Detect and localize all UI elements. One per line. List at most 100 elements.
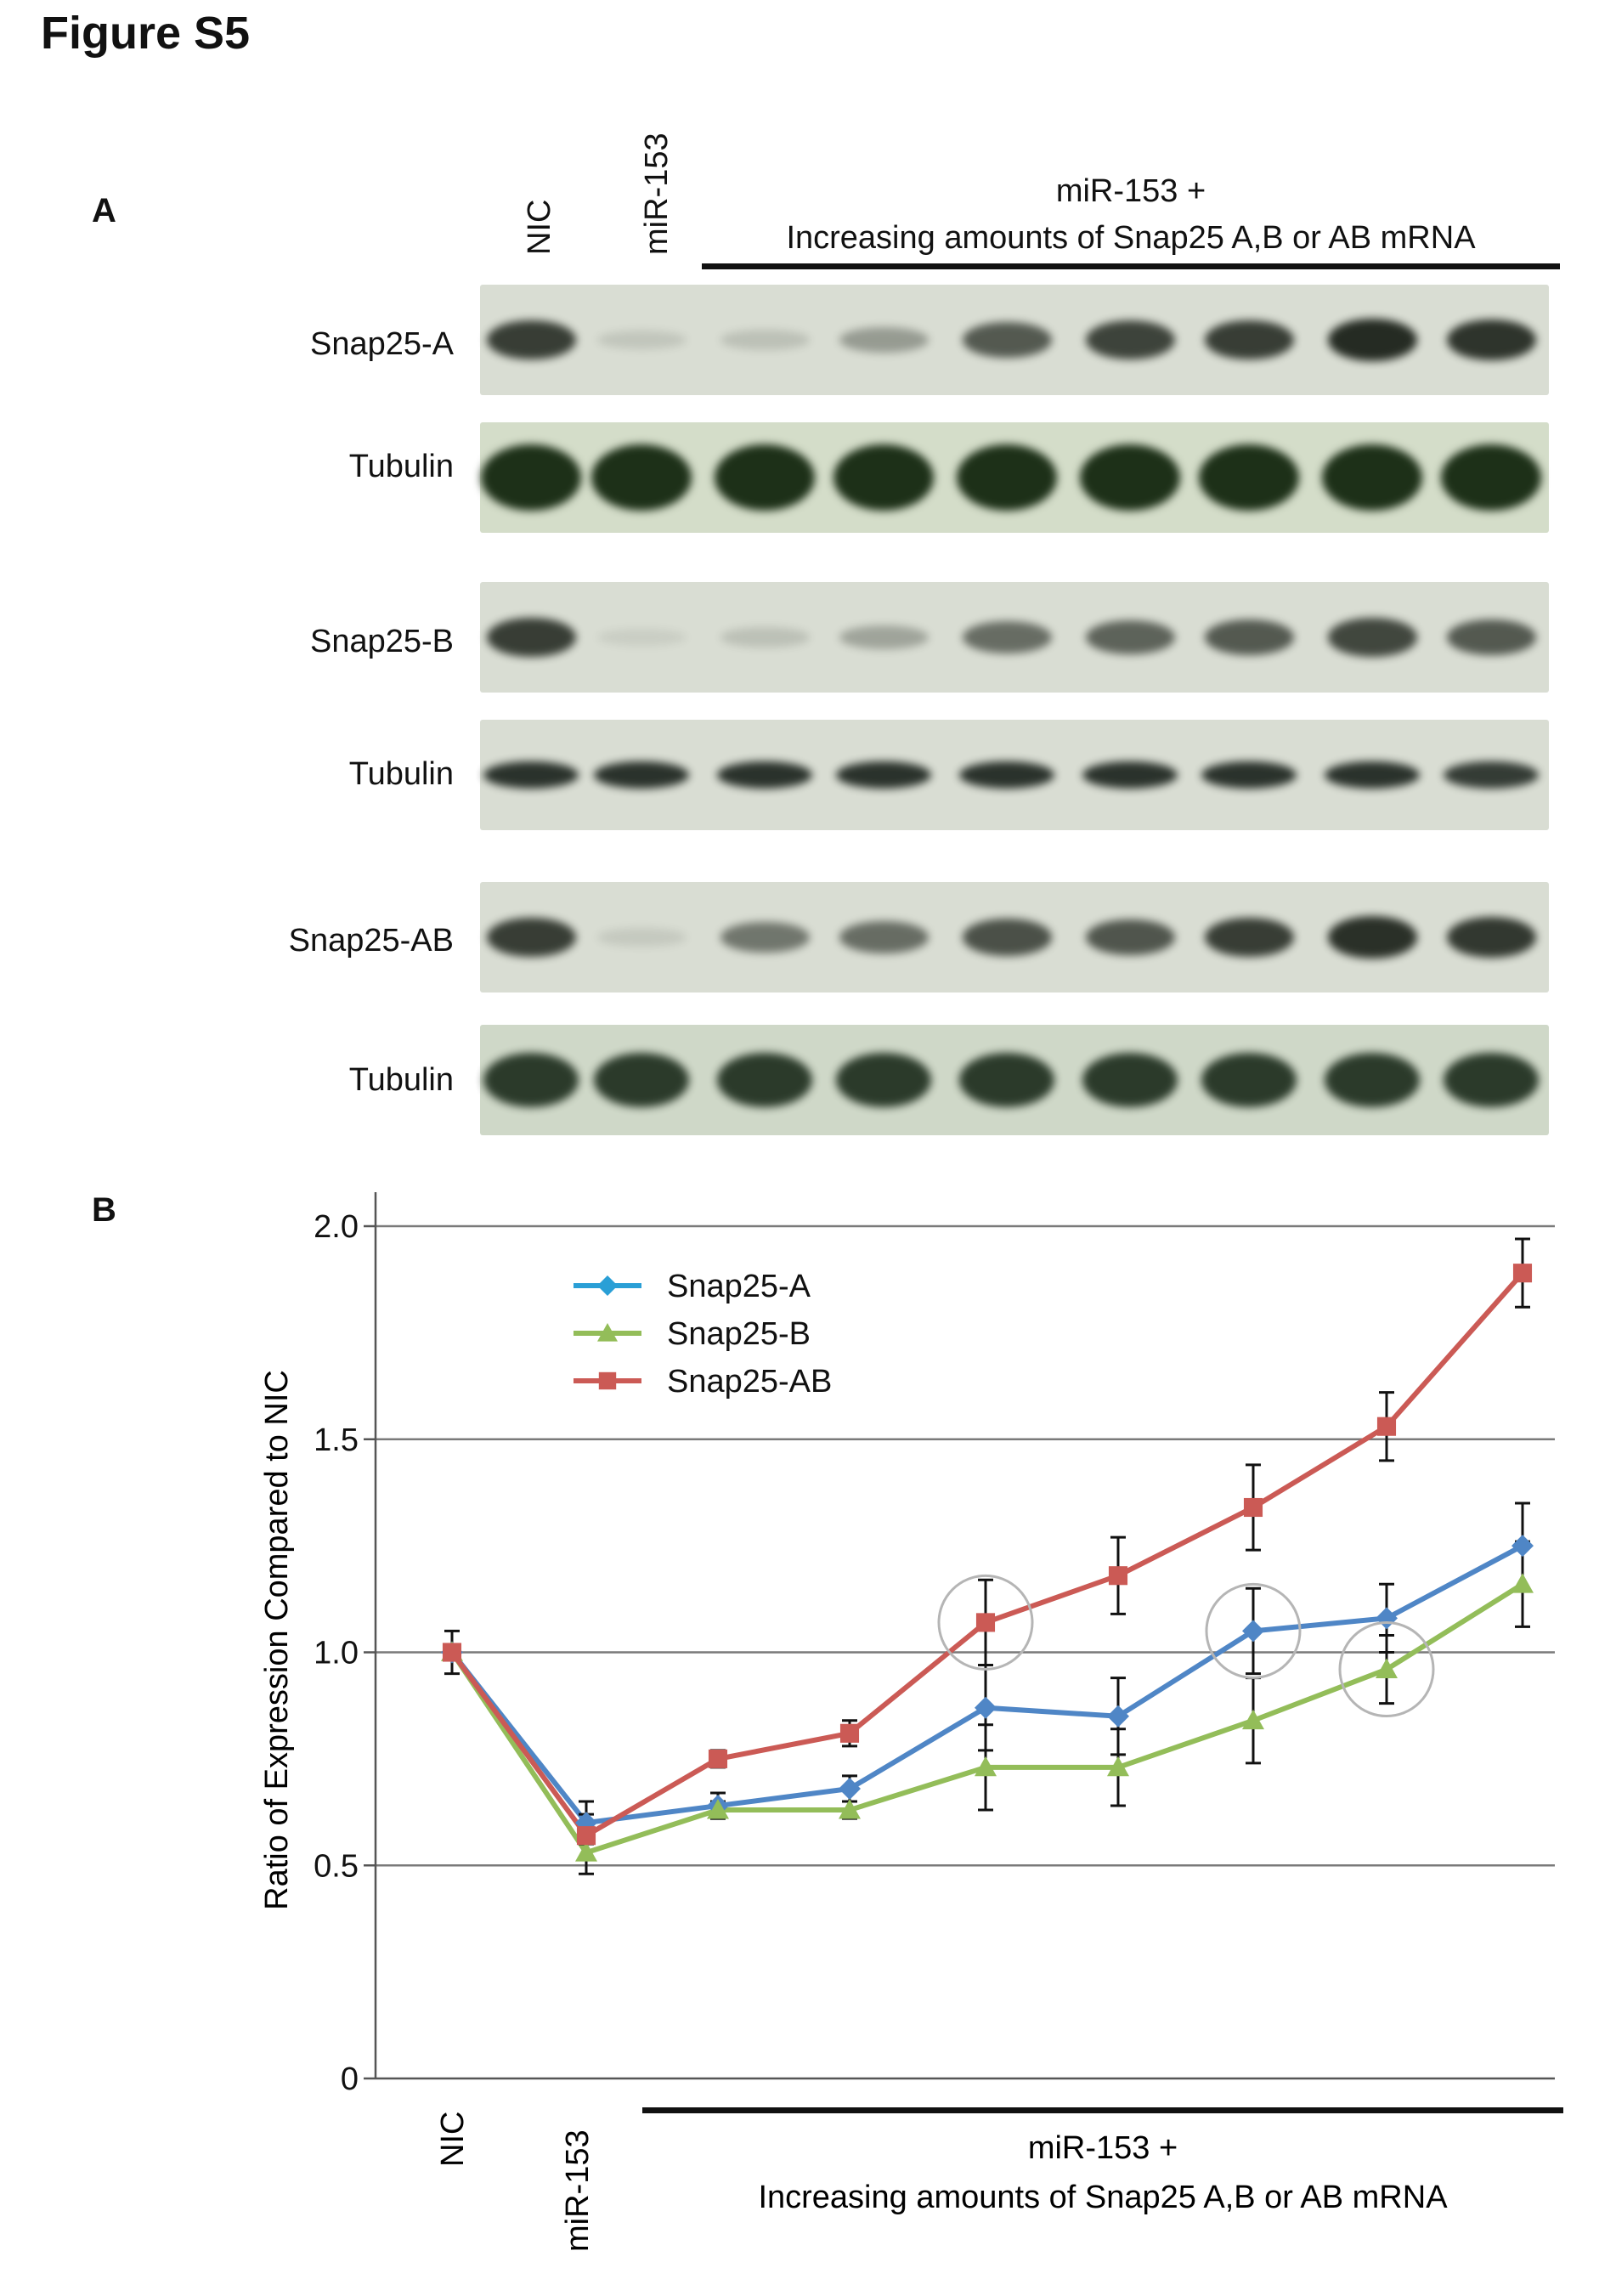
blot-band	[1085, 919, 1175, 956]
legend-item-snap25-ab: Snap25-AB	[574, 1364, 832, 1400]
y-tick-label: 1.5	[314, 1422, 359, 1458]
data-point-snap25-ab	[839, 1723, 860, 1743]
x-group-line2: Increasing amounts of Snap25 A,B or AB m…	[758, 2180, 1448, 2215]
group-header-underline	[702, 263, 1560, 269]
data-point-snap25-ab	[1376, 1417, 1397, 1436]
legend-marker	[597, 1275, 618, 1296]
blot-band	[594, 1053, 689, 1107]
data-point-snap25-ab	[442, 1643, 462, 1662]
group-header-line2: Increasing amounts of Snap25 A,B or AB m…	[786, 220, 1476, 257]
blot-band	[957, 444, 1057, 511]
y-tick-label: 1.0	[314, 1636, 359, 1671]
x-group-line1: miR-153 +	[1028, 2130, 1178, 2166]
blot-strip	[480, 720, 1549, 830]
blot-band	[1199, 444, 1299, 511]
chart-legend: Snap25-A Snap25-B Snap25-AB	[574, 1269, 832, 1400]
blot-band	[596, 330, 687, 350]
blot-band	[839, 625, 929, 650]
blot-band	[836, 761, 931, 789]
blot-strip	[480, 882, 1549, 992]
blot-band	[959, 1053, 1054, 1107]
x-group-underline	[642, 2107, 1563, 2113]
blot-band	[596, 628, 687, 647]
legend-label: Snap25-AB	[667, 1364, 832, 1400]
legend-label: Snap25-A	[667, 1269, 811, 1304]
blot-label-tubulin-1: Tubulin	[348, 449, 454, 484]
blot-band	[715, 444, 815, 511]
x-label-nic: NIC	[435, 2112, 471, 2167]
data-point-snap25-b	[1376, 1658, 1398, 1678]
highlight-circle	[1205, 1582, 1302, 1679]
legend-label: Snap25-B	[667, 1316, 811, 1352]
blot-band	[717, 1053, 812, 1107]
group-header-line1: miR-153 +	[1055, 173, 1206, 209]
blot-band	[1085, 619, 1175, 655]
data-point-snap25-b	[1107, 1756, 1129, 1777]
blot-band	[1441, 444, 1541, 511]
blot-band	[962, 322, 1052, 358]
blot-band	[1327, 618, 1417, 657]
group-header: miR-153 + Increasing amounts of Snap25 A…	[702, 168, 1560, 262]
series-line-snap25-a	[449, 1543, 1524, 1826]
data-point-snap25-a	[1511, 1535, 1534, 1558]
panel-a-letter: A	[92, 192, 116, 229]
data-point-snap25-a	[839, 1777, 861, 1800]
data-point-snap25-ab	[975, 1613, 996, 1632]
legend-item-snap25-a: Snap25-A	[574, 1269, 811, 1304]
data-point-snap25-ab	[576, 1826, 596, 1846]
data-point-snap25-a	[1376, 1607, 1398, 1630]
blot-label-snap25-a: Snap25-A	[309, 326, 454, 362]
blot-band	[594, 761, 689, 789]
data-point-snap25-a	[975, 1696, 997, 1719]
western-blot-panel: Snap25-A Tubulin Snap25-B Tubulin Snap25…	[288, 285, 1549, 1135]
blot-band	[717, 761, 812, 789]
blot-band	[839, 327, 929, 353]
blot-band	[1201, 761, 1297, 789]
data-point-snap25-b	[707, 1799, 729, 1819]
blot-band	[1444, 1053, 1539, 1107]
blot-strip	[480, 422, 1549, 533]
blot-label-snap25-ab: Snap25-AB	[288, 923, 454, 959]
legend-item-snap25-b: Snap25-B	[574, 1316, 811, 1352]
chart-series	[441, 1237, 1534, 1875]
blot-strip	[480, 1025, 1549, 1135]
blot-band	[720, 627, 810, 648]
blot-band	[486, 917, 576, 958]
highlight-circle	[1338, 1621, 1435, 1718]
blot-strip	[480, 582, 1549, 693]
blot-band	[839, 920, 929, 954]
blot-band	[591, 444, 692, 511]
data-point-snap25-b	[1511, 1573, 1534, 1593]
y-tick-label: 2.0	[314, 1209, 359, 1245]
blot-band	[1446, 619, 1536, 655]
y-tick-label: 0	[341, 2061, 359, 2097]
blot-strip	[480, 285, 1549, 395]
data-point-snap25-ab	[1108, 1566, 1128, 1586]
data-point-snap25-a	[575, 1812, 597, 1835]
blot-band	[1082, 761, 1178, 789]
data-point-snap25-a	[1107, 1705, 1129, 1728]
blot-band	[962, 919, 1052, 956]
legend-marker	[597, 1323, 618, 1342]
blot-band	[1082, 1053, 1178, 1107]
blot-band	[1204, 320, 1294, 360]
blot-band	[1327, 916, 1417, 959]
data-point-snap25-ab	[708, 1749, 728, 1768]
blot-band	[1446, 917, 1536, 958]
x-label-mir153: miR-153	[560, 2129, 596, 2252]
y-axis-label: Ratio of Expression Compared to NIC	[259, 1370, 295, 1910]
data-point-snap25-ab	[1512, 1264, 1533, 1283]
blot-band	[833, 444, 934, 511]
blot-band	[1080, 444, 1180, 511]
blot-band	[596, 928, 687, 947]
blot-band	[1204, 917, 1294, 958]
blot-band	[720, 921, 810, 953]
blot-band	[483, 761, 579, 789]
chart-axes: 0 0.5 1.0 1.5 2.0	[314, 1192, 1555, 2097]
data-point-snap25-b	[975, 1756, 997, 1777]
blot-band	[483, 1053, 579, 1107]
data-point-snap25-b	[575, 1841, 597, 1862]
panel-b-letter: B	[92, 1191, 116, 1229]
blot-band	[1446, 319, 1536, 361]
data-point-snap25-b	[1242, 1709, 1264, 1730]
